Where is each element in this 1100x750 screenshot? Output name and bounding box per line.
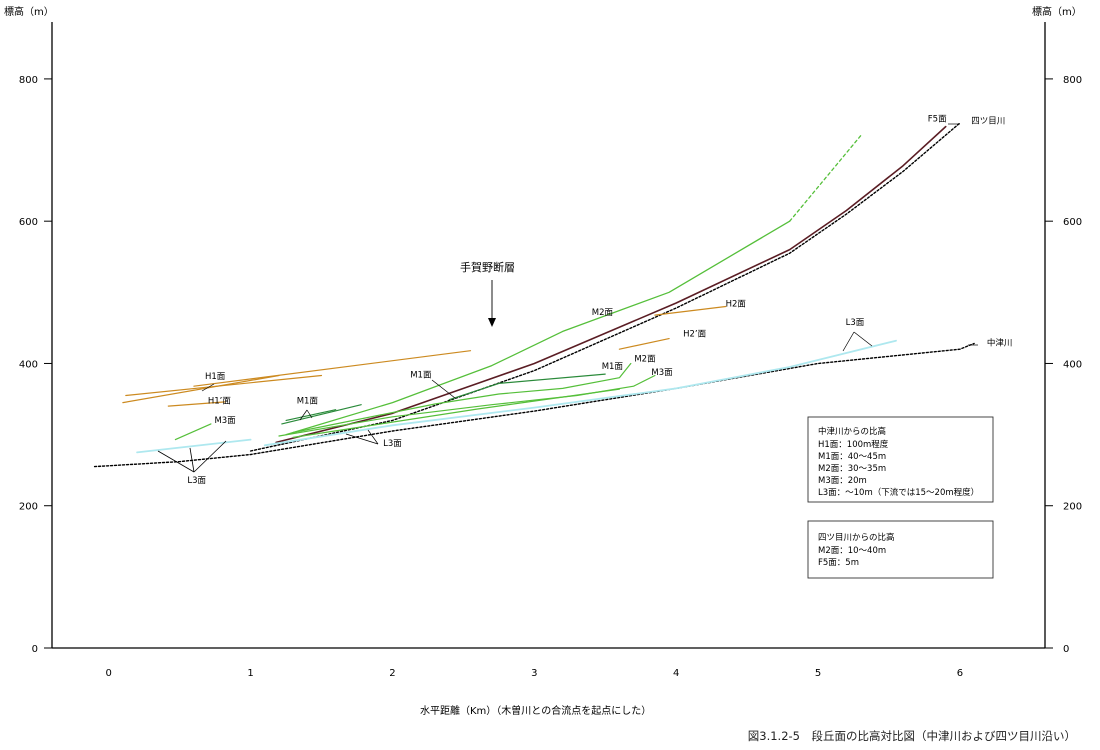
series-line-L3面 <box>136 438 252 454</box>
y-tick-label-right: 400 <box>1063 359 1082 370</box>
annotation-label: M2面 <box>634 354 656 364</box>
series-line-M2面 <box>292 362 632 434</box>
legend-title: 四ツ目川からの比高 <box>818 532 895 543</box>
ticks: 0 1 2 3 4 5 6 0 200 400 600 800 0 200 400 600 800 <box>19 75 1082 679</box>
annotation-label: H2面 <box>726 300 747 310</box>
leader-line <box>201 383 215 392</box>
leader-line <box>853 331 873 347</box>
annotation-label: 中津川 <box>987 338 1013 349</box>
x-tick-label: 1 <box>247 668 253 679</box>
series-line-L3面 <box>263 339 897 447</box>
series-line-M3面 <box>278 374 656 437</box>
annotation-label: M1面 <box>297 396 319 406</box>
legend-line: M2面：30～35m <box>818 464 886 474</box>
leader-line <box>299 409 308 421</box>
leader-lines <box>157 123 978 473</box>
leader-line <box>345 433 379 445</box>
y-tick-label: 400 <box>19 359 38 370</box>
x-tick-label: 3 <box>531 668 537 679</box>
series-line-四ツ目川 <box>249 122 961 452</box>
series-line-F5面 <box>275 125 947 444</box>
legend-title: 中津川からの比高 <box>818 426 886 437</box>
y-tick-label-right: 200 <box>1063 502 1082 513</box>
legend-line: M2面：10～40m <box>818 546 886 556</box>
series-line-M1面 <box>448 373 606 401</box>
y-axis-label-right: 標高（m） <box>1032 5 1082 18</box>
series-line-H1’面 <box>167 401 226 407</box>
x-axis-label: 水平距離（Km）（木曽川との合流点を起点にした） <box>420 704 651 717</box>
series-group <box>93 122 975 468</box>
series-line-M3面 <box>292 388 621 438</box>
annotation-label: M2面 <box>592 308 614 318</box>
y-tick-label: 600 <box>19 217 38 228</box>
series-line-M1面 <box>285 409 337 421</box>
series-line-H1面 <box>122 374 280 404</box>
legend-line: M1面：40～45m <box>818 452 886 462</box>
series-line-H2面 <box>654 305 727 316</box>
series-line-H1面 <box>193 350 472 387</box>
annotation-label: M3面 <box>651 368 673 378</box>
x-tick-label: 5 <box>815 668 821 679</box>
legend-box-nakatsu: 中津川からの比高 H1面：100m程度 M1面：40～45m M2面：30～35… <box>807 416 994 503</box>
y-tick-label-right: 0 <box>1063 644 1069 655</box>
fault-arrow-head <box>488 318 496 327</box>
series-line-H1面 <box>125 374 323 397</box>
series-line-M1面 <box>281 404 362 425</box>
x-tick-label: 6 <box>957 668 963 679</box>
annotation-label: M1面 <box>410 371 432 381</box>
annotation-label: L3面 <box>187 476 206 486</box>
leader-line <box>842 331 855 352</box>
annotations: H1面 H1’面 M3面 L3面 M1面 L3面 M1面 M1面 M2面 M2面 M3面 H2’面 H2… <box>187 115 1012 486</box>
annotation-label: M3面 <box>214 416 236 426</box>
annotation-label: F5面 <box>928 115 947 125</box>
series-line-中津川 <box>93 342 975 468</box>
annotation-label: L3面 <box>846 318 865 328</box>
y-axis-label-left: 標高（m） <box>4 5 54 18</box>
y-tick-label: 200 <box>19 502 38 513</box>
legend-line: H1面：100m程度 <box>818 439 889 450</box>
x-tick-label: 2 <box>389 668 395 679</box>
annotation-label: H1’面 <box>208 396 232 406</box>
legend-line: M3面：20m <box>818 476 867 486</box>
annotation-label: H1面 <box>205 372 226 382</box>
figure-caption: 図3.1.2-5 段丘面の比高対比図（中津川および四ツ目川沿い） <box>747 729 1076 743</box>
leader-line <box>189 447 195 473</box>
x-tick-label: 0 <box>106 668 112 679</box>
annotation-label: L3面 <box>383 439 402 449</box>
y-tick-label: 0 <box>32 644 38 655</box>
legend-line: F5面：5m <box>818 558 859 568</box>
annotation-label: 手賀野断層 <box>460 260 515 274</box>
y-tick-label-right: 600 <box>1063 217 1082 228</box>
leader-line <box>306 409 313 419</box>
series-line-M2面 <box>285 220 791 436</box>
series-line-M2面 <box>789 135 862 222</box>
y-tick-label-right: 800 <box>1063 75 1082 86</box>
legend-line: L3面：～10m（下流では15～20m程度） <box>818 487 979 498</box>
leader-line <box>193 440 227 473</box>
x-tick-label: 4 <box>673 668 679 679</box>
annotation-label: M1面 <box>602 362 624 372</box>
annotation-label: H2’面 <box>683 329 707 339</box>
legend-box-yotsume: 四ツ目川からの比高 M2面：10～40m F5面：5m <box>807 520 994 579</box>
leader-line <box>367 429 379 445</box>
annotation-label: 四ツ目川 <box>971 117 1005 127</box>
axes <box>51 22 1046 649</box>
leader-line <box>431 379 456 399</box>
y-tick-label: 800 <box>19 75 38 86</box>
series-line-H2’面 <box>618 338 670 350</box>
series-line-M3面 <box>174 423 212 441</box>
leader-line <box>157 450 195 473</box>
